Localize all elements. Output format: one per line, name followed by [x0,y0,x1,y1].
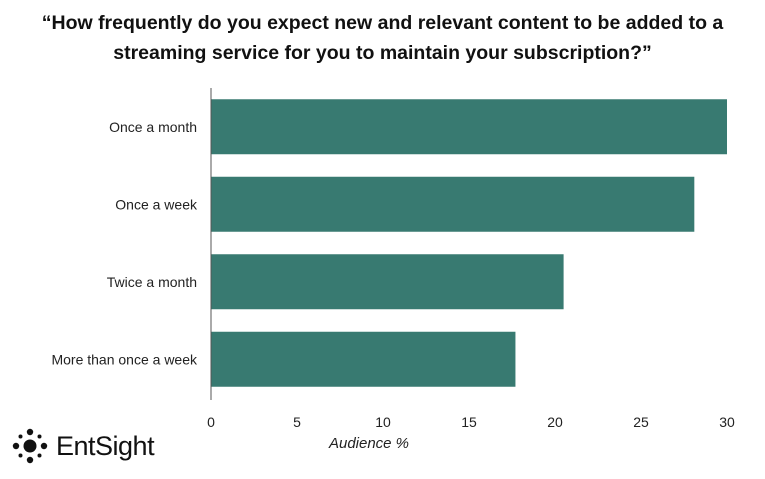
category-labels-group: Once a month Once a week Twice a month More… [51,119,198,368]
x-tick-label: 30 [719,414,735,430]
x-tick-label: 10 [375,414,391,430]
x-tick-label: 5 [293,414,301,430]
category-label: More than once a week [51,351,198,367]
category-label: Once a week [115,196,198,212]
entsight-logo: EntSight [10,426,155,466]
dot-cluster-icon [12,428,48,464]
x-tick-labels-group: 0 5 10 15 20 25 30 [207,414,735,430]
bar-once-a-month [211,99,727,155]
bars-group [211,99,727,387]
x-tick-label: 25 [633,414,649,430]
bar-twice-a-month [211,254,564,310]
logo-text: EntSight [56,430,155,461]
x-axis-title: Audience % [328,435,410,452]
category-label: Twice a month [107,274,197,290]
x-tick-label: 0 [207,414,215,430]
x-tick-label: 20 [547,414,563,430]
bar-more-than-once-a-week [211,331,516,387]
chart-title-line-1: “How frequently do you expect new and re… [41,12,724,34]
category-label: Once a month [109,119,197,135]
bar-once-a-week [211,176,695,232]
chart-title: “How frequently do you expect new and re… [0,8,765,68]
x-tick-label: 15 [461,414,477,430]
chart-title-line-2: streaming service for you to maintain yo… [113,42,652,64]
